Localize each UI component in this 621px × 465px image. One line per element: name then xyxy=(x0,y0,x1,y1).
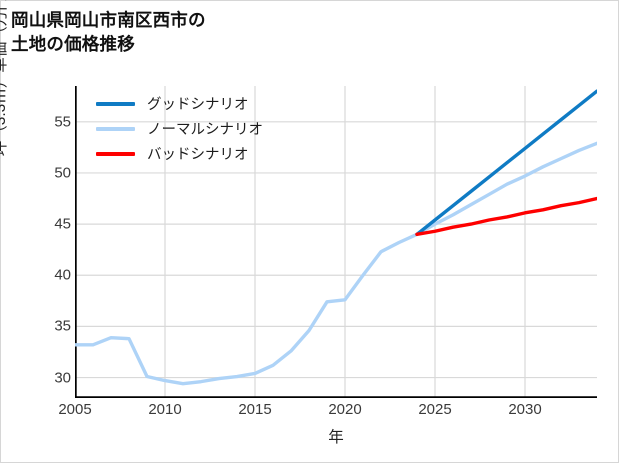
x-tick-label: 2005 xyxy=(58,401,92,418)
y-tick-label: 55 xyxy=(54,113,71,131)
y-axis-label: 坪（3.3㎡）単価（万円） xyxy=(0,0,9,157)
legend-item[interactable]: グッドシナリオ xyxy=(96,91,263,116)
x-tick-label: 2030 xyxy=(508,401,542,418)
legend-item[interactable]: バッドシナリオ xyxy=(96,141,263,166)
series-line-グッドシナリオ xyxy=(415,89,597,237)
series-line-バッドシナリオ xyxy=(415,196,597,237)
x-tick-label: 2015 xyxy=(238,401,272,418)
legend-color-swatch xyxy=(96,101,135,106)
y-tick-label: 40 xyxy=(54,266,71,284)
legend-color-swatch xyxy=(96,126,135,131)
x-tick-label: 2020 xyxy=(328,401,362,418)
legend-item-label: バッドシナリオ xyxy=(147,147,249,163)
x-axis-label: 年 xyxy=(328,429,344,446)
chart-canvas xyxy=(75,86,597,398)
y-tick-label: 50 xyxy=(54,164,71,182)
chart-legend: グッドシナリオ ノーマルシナリオ バッドシナリオ xyxy=(96,91,263,166)
y-tick-label: 45 xyxy=(54,215,71,233)
page-title: 岡山県岡山市南区西市の 土地の価格推移 xyxy=(11,10,206,54)
plot-area xyxy=(75,86,597,398)
x-axis-ticks: 2005 2010 2015 2020 2025 2030 xyxy=(58,401,600,423)
legend-color-swatch xyxy=(96,151,135,156)
x-tick-label: 2010 xyxy=(148,401,182,418)
x-tick-label: 2025 xyxy=(418,401,452,418)
y-tick-label: 30 xyxy=(54,369,71,387)
legend-item-label: ノーマルシナリオ xyxy=(147,122,263,138)
legend-item-label: グッドシナリオ xyxy=(147,97,249,113)
series-line-ノーマルシナリオ xyxy=(75,141,597,386)
legend-item[interactable]: ノーマルシナリオ xyxy=(96,116,263,141)
y-tick-label: 35 xyxy=(54,317,71,335)
y-axis-ticks: 30 35 40 45 50 55 xyxy=(27,86,71,398)
